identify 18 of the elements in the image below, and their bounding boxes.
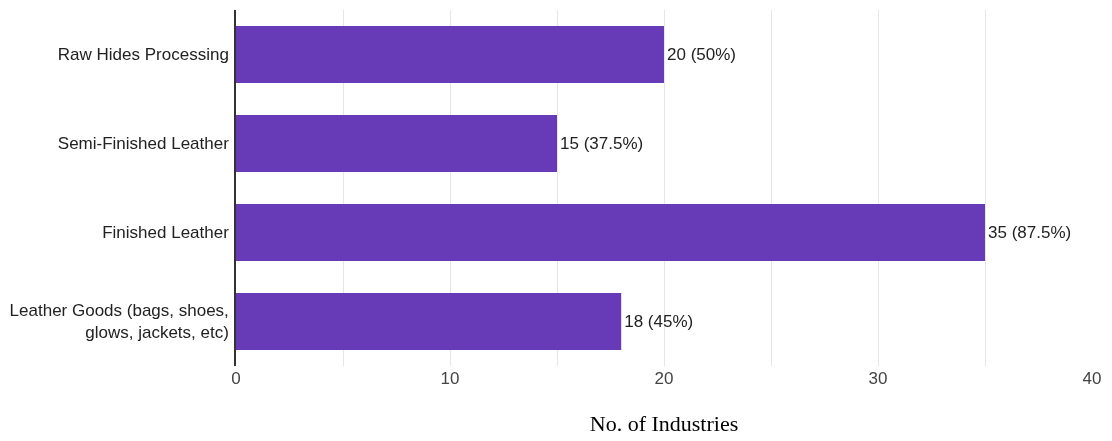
data-label: 20 (50%) — [667, 45, 736, 64]
bar — [236, 293, 622, 350]
data-label: 15 (37.5%) — [560, 134, 644, 153]
data-label: 35 (87.5%) — [988, 223, 1072, 242]
x-tick-label: 0 — [231, 369, 241, 388]
x-tick-label: 20 — [654, 369, 674, 388]
y-tick-label: Semi-Finished Leather — [57, 134, 230, 154]
y-tick-label: Raw Hides Processing — [57, 45, 229, 65]
data-label: 18 (45%) — [624, 312, 694, 331]
bar — [236, 26, 664, 83]
x-tick-label: 30 — [868, 369, 888, 388]
x-tick-label: 10 — [440, 369, 460, 388]
y-tick-label: Leather Goods (bags, shoes, glows, jackets, etc) — [9, 301, 229, 343]
x-tick-label: 40 — [1082, 369, 1102, 388]
bar — [236, 115, 557, 172]
x-axis-title: No. of Industries — [589, 410, 739, 436]
bar — [236, 204, 985, 261]
y-tick-label: Finished Leather — [102, 223, 230, 243]
